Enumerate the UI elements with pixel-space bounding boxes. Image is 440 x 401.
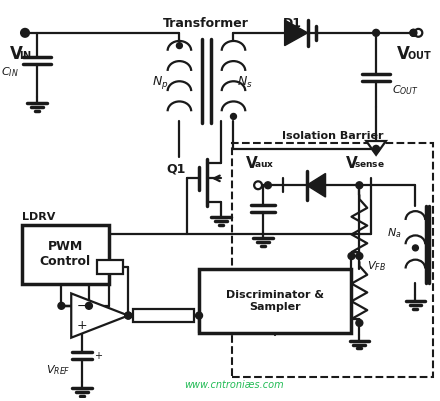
Text: $-$: $-$ bbox=[77, 299, 88, 312]
Text: $C_{IN}$: $C_{IN}$ bbox=[1, 65, 19, 79]
Polygon shape bbox=[366, 141, 386, 155]
Polygon shape bbox=[307, 174, 326, 197]
Text: $N_s$: $N_s$ bbox=[238, 75, 253, 89]
Circle shape bbox=[373, 146, 380, 152]
Circle shape bbox=[356, 320, 363, 326]
Text: Transformer: Transformer bbox=[163, 17, 249, 30]
Circle shape bbox=[373, 29, 380, 36]
Text: www.cntroniæs.com: www.cntroniæs.com bbox=[183, 380, 283, 390]
Bar bbox=[231, 143, 433, 377]
Bar bbox=[97, 260, 123, 274]
Polygon shape bbox=[285, 20, 308, 46]
Circle shape bbox=[356, 253, 363, 259]
Circle shape bbox=[22, 29, 29, 36]
Text: $\mathbf{V}$: $\mathbf{V}$ bbox=[345, 156, 358, 172]
Circle shape bbox=[231, 113, 236, 119]
Circle shape bbox=[125, 312, 132, 319]
Circle shape bbox=[254, 181, 262, 189]
Text: $\mathbf{OUT}$: $\mathbf{OUT}$ bbox=[407, 49, 431, 61]
Text: $\mathbf{aux}$: $\mathbf{aux}$ bbox=[254, 160, 274, 168]
Bar bbox=[133, 309, 194, 322]
Circle shape bbox=[21, 29, 29, 37]
Text: $V_{FB}$: $V_{FB}$ bbox=[367, 259, 386, 273]
Text: $N_p$: $N_p$ bbox=[152, 73, 169, 91]
Circle shape bbox=[85, 302, 92, 309]
Text: $\mathbf{sense}$: $\mathbf{sense}$ bbox=[355, 160, 385, 168]
Circle shape bbox=[196, 312, 202, 319]
Bar bbox=[199, 269, 352, 333]
Text: PWM
Control: PWM Control bbox=[40, 240, 91, 268]
Text: Isolation Barrier: Isolation Barrier bbox=[282, 131, 383, 141]
Text: $\mathbf{V}$: $\mathbf{V}$ bbox=[396, 45, 411, 63]
Circle shape bbox=[356, 182, 363, 189]
Circle shape bbox=[176, 43, 182, 49]
Text: $+$: $+$ bbox=[94, 350, 103, 361]
Circle shape bbox=[348, 253, 355, 259]
Text: Q1: Q1 bbox=[166, 162, 185, 175]
Text: $\mathbf{V}$: $\mathbf{V}$ bbox=[9, 45, 24, 63]
Circle shape bbox=[410, 29, 417, 36]
Circle shape bbox=[22, 29, 29, 36]
Text: $\mathbf{V}$: $\mathbf{V}$ bbox=[245, 156, 259, 172]
Circle shape bbox=[412, 245, 418, 251]
Circle shape bbox=[410, 29, 417, 36]
Text: $V_{REF}$: $V_{REF}$ bbox=[46, 363, 70, 377]
Bar bbox=[22, 225, 109, 284]
Circle shape bbox=[58, 302, 65, 309]
Text: $C_{OUT}$: $C_{OUT}$ bbox=[392, 83, 418, 97]
Polygon shape bbox=[71, 294, 128, 338]
Text: $N_a$: $N_a$ bbox=[387, 227, 402, 240]
Text: Discriminator &
Sampler: Discriminator & Sampler bbox=[226, 290, 324, 312]
Text: LDRV: LDRV bbox=[22, 212, 55, 222]
Text: $+$: $+$ bbox=[77, 319, 88, 332]
Circle shape bbox=[264, 182, 271, 189]
Circle shape bbox=[414, 29, 422, 37]
Circle shape bbox=[125, 312, 132, 319]
Text: D1: D1 bbox=[283, 17, 302, 30]
Text: $\mathbf{IN}$: $\mathbf{IN}$ bbox=[19, 49, 32, 61]
